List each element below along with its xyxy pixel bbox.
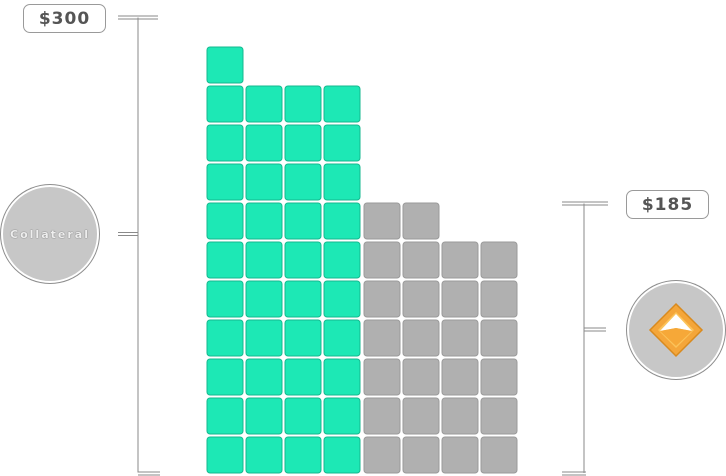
borrowed-block (480, 436, 518, 474)
borrowed-block (363, 358, 401, 396)
borrowed-block (363, 202, 401, 240)
collateral-block (323, 163, 361, 201)
collateral-block (284, 241, 322, 279)
collateral-block (206, 202, 244, 240)
collateral-block (245, 319, 283, 357)
collateral-block (245, 397, 283, 435)
collateral-block (284, 124, 322, 162)
diamond-token-icon (648, 302, 704, 358)
collateral-block (245, 358, 283, 396)
borrowed-block (480, 358, 518, 396)
collateral-block (245, 436, 283, 474)
collateral-block (284, 436, 322, 474)
borrowed-value-tag: $185 (626, 190, 709, 219)
borrowed-block (480, 397, 518, 435)
collateral-block (206, 319, 244, 357)
borrowed-block (402, 319, 440, 357)
borrowed-block (441, 280, 479, 318)
collateral-block (323, 358, 361, 396)
collateral-block (206, 397, 244, 435)
collateral-block (323, 397, 361, 435)
collateral-block-stack (206, 46, 361, 474)
borrowed-block (363, 436, 401, 474)
collateral-block (206, 436, 244, 474)
collateral-block (284, 280, 322, 318)
collateral-block (284, 358, 322, 396)
collateral-badge: Collateral (1, 185, 99, 283)
collateral-block (323, 436, 361, 474)
collateral-block (284, 319, 322, 357)
collateral-block (323, 319, 361, 357)
collateral-block (206, 163, 244, 201)
collateral-block (284, 397, 322, 435)
borrowed-block (480, 241, 518, 279)
borrowed-block (441, 436, 479, 474)
token-badge (627, 281, 725, 379)
collateral-block (245, 202, 283, 240)
collateral-block (284, 85, 322, 123)
borrowed-block (441, 319, 479, 357)
borrowed-block (441, 358, 479, 396)
collateral-block (245, 85, 283, 123)
collateral-block (323, 280, 361, 318)
collateral-block (284, 163, 322, 201)
borrowed-block-stack (363, 202, 518, 474)
collateral-block (323, 202, 361, 240)
borrowed-block (441, 241, 479, 279)
collateral-label: Collateral (10, 227, 90, 241)
collateral-block (245, 241, 283, 279)
borrowed-block (402, 397, 440, 435)
collateral-block (206, 85, 244, 123)
borrowed-block (402, 241, 440, 279)
left-bracket (118, 15, 160, 476)
borrowed-block (402, 358, 440, 396)
right-bracket (562, 201, 608, 476)
collateral-block (323, 85, 361, 123)
collateral-block (245, 124, 283, 162)
borrowed-block (402, 280, 440, 318)
borrowed-block (480, 319, 518, 357)
collateral-block (245, 280, 283, 318)
collateral-block (206, 241, 244, 279)
collateral-block (206, 46, 244, 84)
collateral-block (323, 241, 361, 279)
collateral-block (206, 280, 244, 318)
collateral-value-tag: $300 (23, 4, 106, 33)
collateral-block (245, 163, 283, 201)
collateral-block (284, 202, 322, 240)
collateral-block (206, 124, 244, 162)
borrowed-block (363, 319, 401, 357)
borrowed-block (363, 280, 401, 318)
borrowed-block (402, 202, 440, 240)
borrowed-block (480, 280, 518, 318)
borrowed-block (441, 397, 479, 435)
collateral-block (206, 358, 244, 396)
collateral-block (323, 124, 361, 162)
borrowed-block (402, 436, 440, 474)
borrowed-block (363, 241, 401, 279)
borrowed-block (363, 397, 401, 435)
